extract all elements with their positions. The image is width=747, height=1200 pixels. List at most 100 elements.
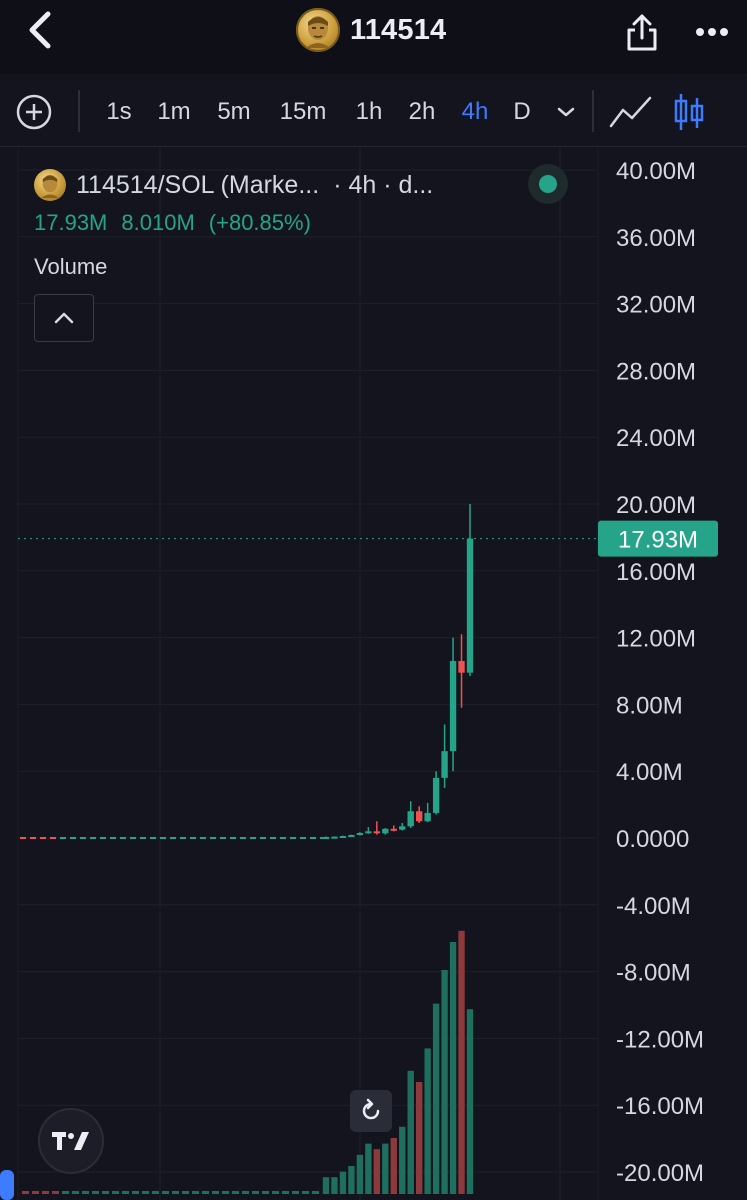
volume-bar <box>432 1003 440 1194</box>
price-chart[interactable]: 40.00M 36.00M 32.00M 28.00M 24.00M 20.00M 16.0… <box>0 148 747 1200</box>
volume-bar <box>142 1191 149 1194</box>
tab-1s[interactable]: 1s <box>106 98 132 125</box>
share-icon <box>627 14 657 51</box>
more-button[interactable] <box>690 10 734 54</box>
y-axis-tick-label: 32.00M <box>616 292 696 319</box>
volume-bar <box>262 1191 269 1194</box>
token-face-icon <box>296 8 340 52</box>
back-button[interactable] <box>18 8 62 52</box>
chart-canvas[interactable]: 40.00M 36.00M 32.00M 28.00M 24.00M 20.00M 16.0… <box>0 148 747 1200</box>
volume-bar <box>212 1191 219 1194</box>
y-axis-tick-label: 16.00M <box>616 559 696 586</box>
candle-body <box>458 660 465 673</box>
volume-bar <box>232 1191 239 1194</box>
chevron-up-icon <box>54 312 74 324</box>
volume-bar <box>466 1009 474 1194</box>
volume-bar <box>356 1154 364 1194</box>
y-axis-tick-label: -16.00M <box>616 1093 704 1120</box>
candle-body <box>407 811 414 827</box>
last-price-badge <box>598 520 718 557</box>
y-axis-tick-label: -8.00M <box>616 960 691 987</box>
candle-body <box>331 836 338 839</box>
market-status-indicator <box>528 164 568 204</box>
y-axis-tick-label: 0.0000 <box>616 826 689 853</box>
y-axis-tick-label: -20.00M <box>616 1160 704 1187</box>
candle-body <box>432 777 440 813</box>
chevron-left-icon <box>29 11 51 49</box>
legend-price: 17.93M <box>34 210 108 235</box>
y-axis-tick-label: 4.00M <box>616 759 683 786</box>
y-axis-tick-label: -12.00M <box>616 1026 704 1053</box>
volume-bar <box>92 1191 99 1194</box>
tab-5m[interactable]: 5m <box>217 98 251 125</box>
legend-symbol: 114514/SOL (Marke... <box>76 170 320 199</box>
volume-bar <box>441 970 448 1194</box>
volume-bar <box>312 1191 319 1194</box>
volume-label: Volume <box>34 254 108 279</box>
volume-bar <box>399 1126 406 1194</box>
tab-1m[interactable]: 1m <box>157 98 191 125</box>
tab-15m[interactable]: 15m <box>279 98 327 125</box>
page-title: 114514 <box>350 13 447 46</box>
volume-bar <box>102 1191 109 1194</box>
scroll-handle <box>0 1170 14 1200</box>
toolbar-divider <box>78 90 80 132</box>
volume-bar <box>202 1191 209 1194</box>
status-dot <box>539 175 557 193</box>
candle-chart-button[interactable] <box>672 90 706 134</box>
reset-chart-button[interactable] <box>350 1090 392 1132</box>
tab-2h[interactable]: 2h <box>408 98 436 125</box>
volume-bar <box>172 1191 179 1194</box>
tab-4h[interactable]: 4h <box>461 98 489 125</box>
legend-values: 17.93M 8.010M (+80.85%) <box>34 210 433 236</box>
candle-body <box>373 831 380 834</box>
token-title[interactable]: 114514 <box>296 6 446 54</box>
volume-bar <box>22 1191 29 1194</box>
y-axis-tick-label: 40.00M <box>616 158 696 185</box>
volume-bar <box>449 942 457 1194</box>
legend-token-avatar <box>34 169 66 201</box>
timeframe-toolbar: 1s 1m 5m 15m 1h 2h 4h D <box>0 74 747 147</box>
volume-bar <box>292 1191 299 1194</box>
tradingview-logo[interactable] <box>38 1108 104 1174</box>
volume-bar <box>52 1191 59 1194</box>
line-chart-icon <box>609 96 652 128</box>
candle-body <box>466 538 474 673</box>
volume-bar <box>32 1191 39 1194</box>
candle-body <box>365 831 372 834</box>
more-timeframes-button[interactable] <box>552 98 580 126</box>
y-axis-tick-label: 12.00M <box>616 626 696 653</box>
volume-bar <box>416 1082 423 1194</box>
top-bar: 114514 <box>0 0 747 74</box>
candle-body <box>449 660 457 752</box>
y-axis-tick-label: 8.00M <box>616 692 683 719</box>
volume-bar <box>242 1191 249 1194</box>
candle-body <box>356 832 364 835</box>
legend-change: 8.010M <box>121 210 195 235</box>
y-axis-tick-label: -4.00M <box>616 893 691 920</box>
y-axis-tick-label: 36.00M <box>616 225 696 252</box>
volume-bar <box>322 1177 330 1194</box>
volume-bar <box>62 1191 69 1194</box>
volume-bar <box>424 1048 431 1194</box>
volume-bar <box>348 1166 355 1194</box>
line-chart-button[interactable] <box>608 92 654 132</box>
share-button[interactable] <box>620 10 664 54</box>
volume-bar <box>282 1191 289 1194</box>
candle-body <box>416 811 423 822</box>
volume-bar <box>458 930 465 1194</box>
candle-body <box>399 826 406 830</box>
volume-bar <box>152 1191 159 1194</box>
tab-d[interactable]: D <box>513 98 531 125</box>
volume-bar <box>272 1191 279 1194</box>
candle-body <box>424 812 431 822</box>
token-face-icon <box>41 174 59 199</box>
add-indicator-button[interactable] <box>16 94 52 130</box>
y-axis-tick-label: 24.00M <box>616 425 696 452</box>
volume-bar <box>132 1191 139 1194</box>
volume-bar <box>331 1177 338 1194</box>
collapse-indicators-button[interactable] <box>34 294 94 342</box>
tab-1h[interactable]: 1h <box>355 98 383 125</box>
volume-bar <box>339 1171 347 1194</box>
